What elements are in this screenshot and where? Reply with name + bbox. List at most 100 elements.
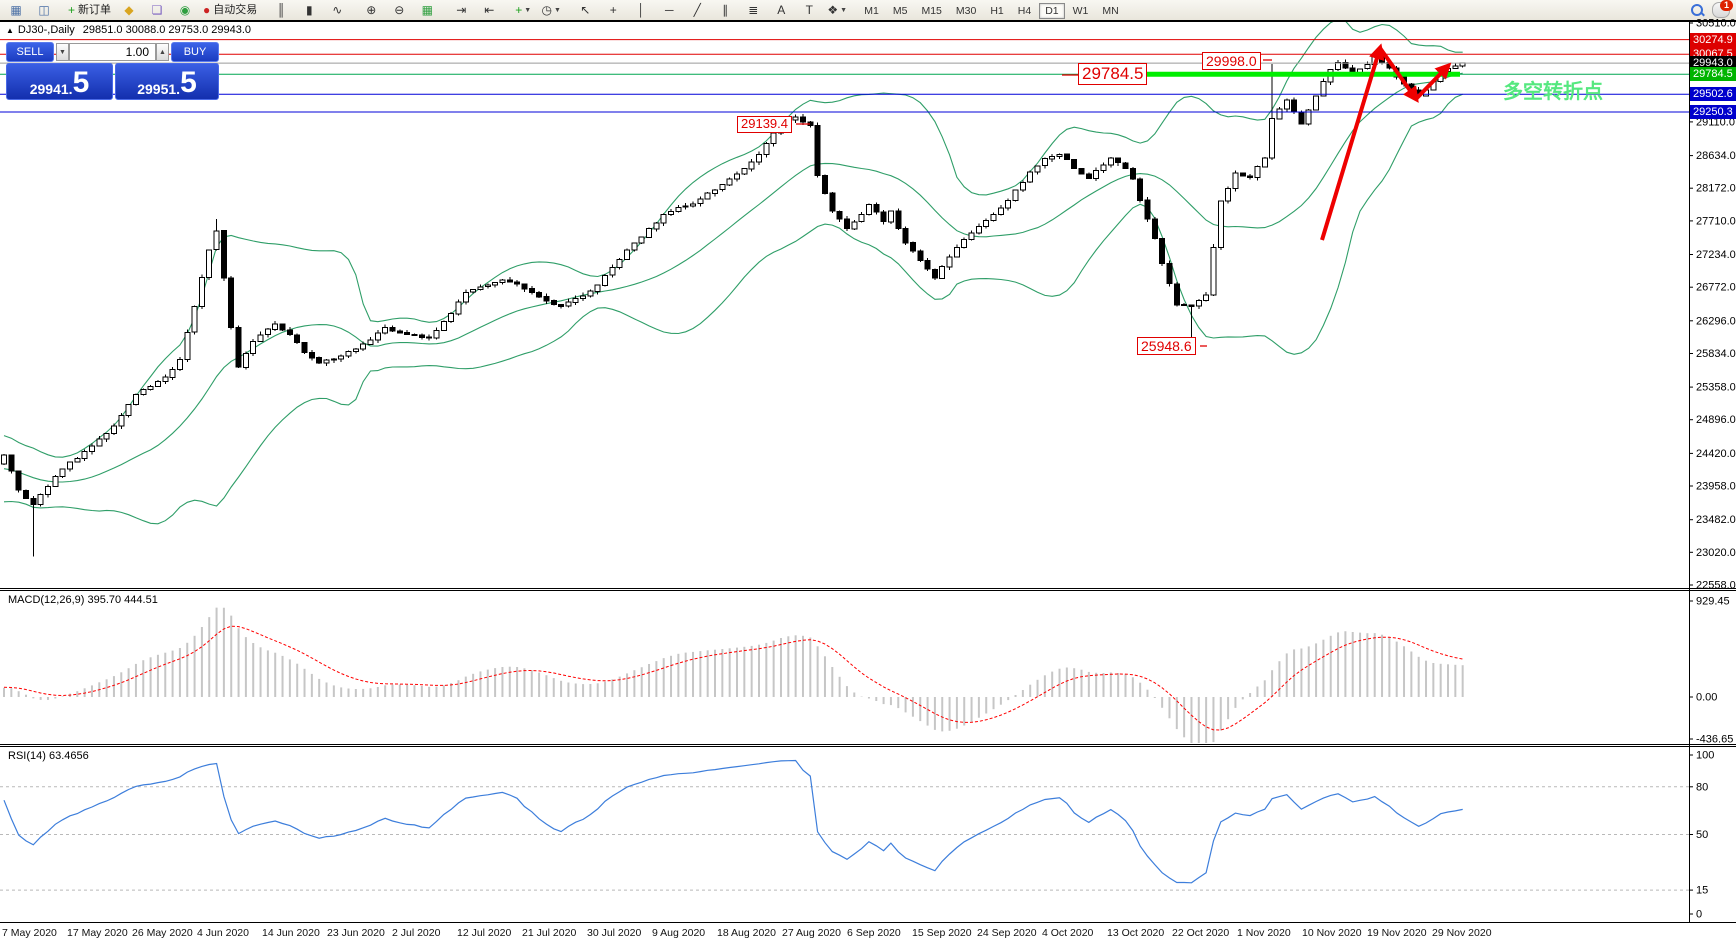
- toolbar-right: 1: [1691, 0, 1733, 18]
- volume-decrease-button[interactable]: ▼: [56, 43, 69, 61]
- svg-text:25358.0: 25358.0: [1696, 382, 1736, 394]
- sell-price-main: 29941: [29, 81, 69, 97]
- timeframe-m30[interactable]: M30: [955, 5, 977, 17]
- indicators-dropdown-icon[interactable]: ▼: [524, 6, 532, 14]
- svg-text:4 Oct 2020: 4 Oct 2020: [1042, 927, 1094, 939]
- svg-text:100: 100: [1696, 750, 1714, 762]
- volume-increase-button[interactable]: ▲: [156, 43, 169, 61]
- new-order-label: 新订单: [78, 3, 112, 16]
- candlestick-chart-icon[interactable]: ▮: [296, 0, 322, 20]
- one-click-trade-panel: SELL ▼ 1.00 ▲ BUY 29941. 5 29951. 5: [6, 42, 219, 100]
- svg-text:30 Jul 2020: 30 Jul 2020: [587, 927, 641, 939]
- line-chart-icon[interactable]: ∿: [324, 0, 350, 20]
- market-icon: ❏: [151, 3, 163, 17]
- svg-text:23020.0: 23020.0: [1696, 547, 1736, 559]
- svg-text:4 Jun 2020: 4 Jun 2020: [197, 927, 249, 939]
- svg-text:26772.0: 26772.0: [1696, 282, 1736, 294]
- equidistant-channel-icon[interactable]: ∥: [712, 0, 738, 20]
- metaeditor-icon[interactable]: ◆: [116, 0, 142, 20]
- svg-text:27710.0: 27710.0: [1696, 215, 1736, 227]
- symbol-search-icon[interactable]: ◫: [31, 0, 57, 20]
- svg-text:24 Sep 2020: 24 Sep 2020: [977, 927, 1037, 939]
- equidistant-channel-icon: ∥: [722, 3, 729, 17]
- metaeditor-icon: ◆: [124, 3, 134, 17]
- svg-text:17 May 2020: 17 May 2020: [67, 927, 128, 939]
- sell-price-frac: 5: [72, 66, 90, 100]
- fibonacci-icon: ≣: [748, 3, 759, 17]
- zoom-in-icon[interactable]: ⊕: [358, 0, 384, 20]
- autotrading-button[interactable]: ● 自动交易: [200, 0, 260, 20]
- buy-price-main: 29951: [137, 81, 177, 97]
- vertical-line-icon[interactable]: │: [628, 0, 654, 20]
- bar-chart-icon: ║: [277, 3, 286, 17]
- arrows-icon[interactable]: ❖ ▼: [824, 0, 850, 20]
- timeframe-h4[interactable]: H4: [1017, 5, 1032, 17]
- volume-input[interactable]: 1.00: [69, 43, 156, 61]
- svg-text:26296.0: 26296.0: [1696, 315, 1736, 327]
- text-label-icon[interactable]: T: [796, 0, 822, 20]
- zoom-out-icon[interactable]: ⊖: [386, 0, 412, 20]
- svg-text:29110.0: 29110.0: [1696, 116, 1735, 128]
- indicators-icon: +: [515, 3, 523, 17]
- bar-chart-icon[interactable]: ║: [268, 0, 294, 20]
- timeframe-d1[interactable]: D1: [1039, 3, 1065, 19]
- market-icon[interactable]: ❏: [144, 0, 170, 20]
- chart-shift-icon[interactable]: ⇤: [476, 0, 502, 20]
- svg-text:15 Sep 2020: 15 Sep 2020: [912, 927, 972, 939]
- svg-text:6 Sep 2020: 6 Sep 2020: [847, 927, 901, 939]
- svg-text:30510.0: 30510.0: [1696, 18, 1736, 30]
- periods-icon: ◷: [541, 3, 553, 17]
- text-icon[interactable]: A: [768, 0, 794, 20]
- svg-text:7 May 2020: 7 May 2020: [2, 927, 57, 939]
- svg-text:24420.0: 24420.0: [1696, 448, 1736, 460]
- market-watch-icon[interactable]: ▦: [3, 0, 29, 20]
- auto-scroll-icon: ⇥: [456, 3, 467, 17]
- tile-windows-icon: ▦: [421, 3, 433, 17]
- buy-price-button[interactable]: 29951. 5: [115, 63, 219, 100]
- notifications-icon[interactable]: 1: [1712, 0, 1733, 18]
- horizontal-line-icon[interactable]: ─: [656, 0, 682, 20]
- symbol-search-icon: ◫: [38, 3, 50, 17]
- toolbar-buttons: ▦ ◫ + 新订单 ◆ ❏ ◉ ● 自动交易 ║ ▮ ∿ ⊕ ⊖ ▦ ⇥ ⇤ + ▼ ◷ ▼ ↖ + │ ─ ╱ ∥ ≣ A T ❖ ▼: [2, 0, 857, 20]
- svg-text:50: 50: [1696, 829, 1708, 841]
- autotrading-label: 自动交易: [213, 3, 258, 16]
- timeframe-w1[interactable]: W1: [1072, 5, 1089, 17]
- svg-text:28634.0: 28634.0: [1696, 150, 1736, 162]
- crosshair-icon[interactable]: +: [600, 0, 626, 20]
- periods-dropdown-icon[interactable]: ▼: [554, 6, 561, 14]
- timeframe-mn[interactable]: MN: [1102, 5, 1119, 17]
- search-icon[interactable]: [1691, 3, 1705, 17]
- signals-icon[interactable]: ◉: [172, 0, 198, 20]
- horizontal-line-icon: ─: [665, 3, 674, 17]
- timeframe-m1[interactable]: M1: [864, 5, 879, 17]
- svg-text:23482.0: 23482.0: [1696, 514, 1736, 526]
- svg-text:-436.65: -436.65: [1696, 734, 1733, 746]
- timeframe-m15[interactable]: M15: [921, 5, 942, 17]
- timeframe-m5[interactable]: M5: [892, 5, 908, 17]
- trendline-icon[interactable]: ╱: [684, 0, 710, 20]
- periods-icon[interactable]: ◷ ▼: [538, 0, 564, 20]
- fibonacci-icon[interactable]: ≣: [740, 0, 766, 20]
- svg-text:21 Jul 2020: 21 Jul 2020: [522, 927, 576, 939]
- notifications-badge: 1: [1719, 0, 1733, 11]
- buy-button[interactable]: BUY: [171, 42, 219, 62]
- toolbar: ▦ ◫ + 新订单 ◆ ❏ ◉ ● 自动交易 ║ ▮ ∿ ⊕ ⊖ ▦ ⇥ ⇤ + ▼ ◷ ▼ ↖ + │ ─ ╱ ∥ ≣ A T ❖ ▼ M1…: [0, 0, 1736, 21]
- new-order-button[interactable]: + 新订单: [65, 0, 114, 20]
- tile-windows-icon[interactable]: ▦: [414, 0, 440, 20]
- arrows-dropdown-icon[interactable]: ▼: [840, 6, 848, 14]
- timeframe-buttons: M1 M5 M15 M30 H1 H4 D1 W1 MN: [857, 1, 1125, 19]
- timeframe-h1[interactable]: H1: [990, 5, 1004, 17]
- sell-price-button[interactable]: 29941. 5: [6, 63, 113, 100]
- candlestick-chart-icon: ▮: [305, 3, 313, 17]
- svg-text:27 Aug 2020: 27 Aug 2020: [782, 927, 841, 939]
- svg-text:23 Jun 2020: 23 Jun 2020: [327, 927, 385, 939]
- indicators-icon[interactable]: + ▼: [510, 0, 536, 20]
- svg-text:22 Oct 2020: 22 Oct 2020: [1172, 927, 1229, 939]
- cursor-icon[interactable]: ↖: [572, 0, 598, 20]
- sell-button[interactable]: SELL: [6, 42, 54, 62]
- svg-text:12 Jul 2020: 12 Jul 2020: [457, 927, 511, 939]
- svg-text:1 Nov 2020: 1 Nov 2020: [1237, 927, 1291, 939]
- auto-scroll-icon[interactable]: ⇥: [448, 0, 474, 20]
